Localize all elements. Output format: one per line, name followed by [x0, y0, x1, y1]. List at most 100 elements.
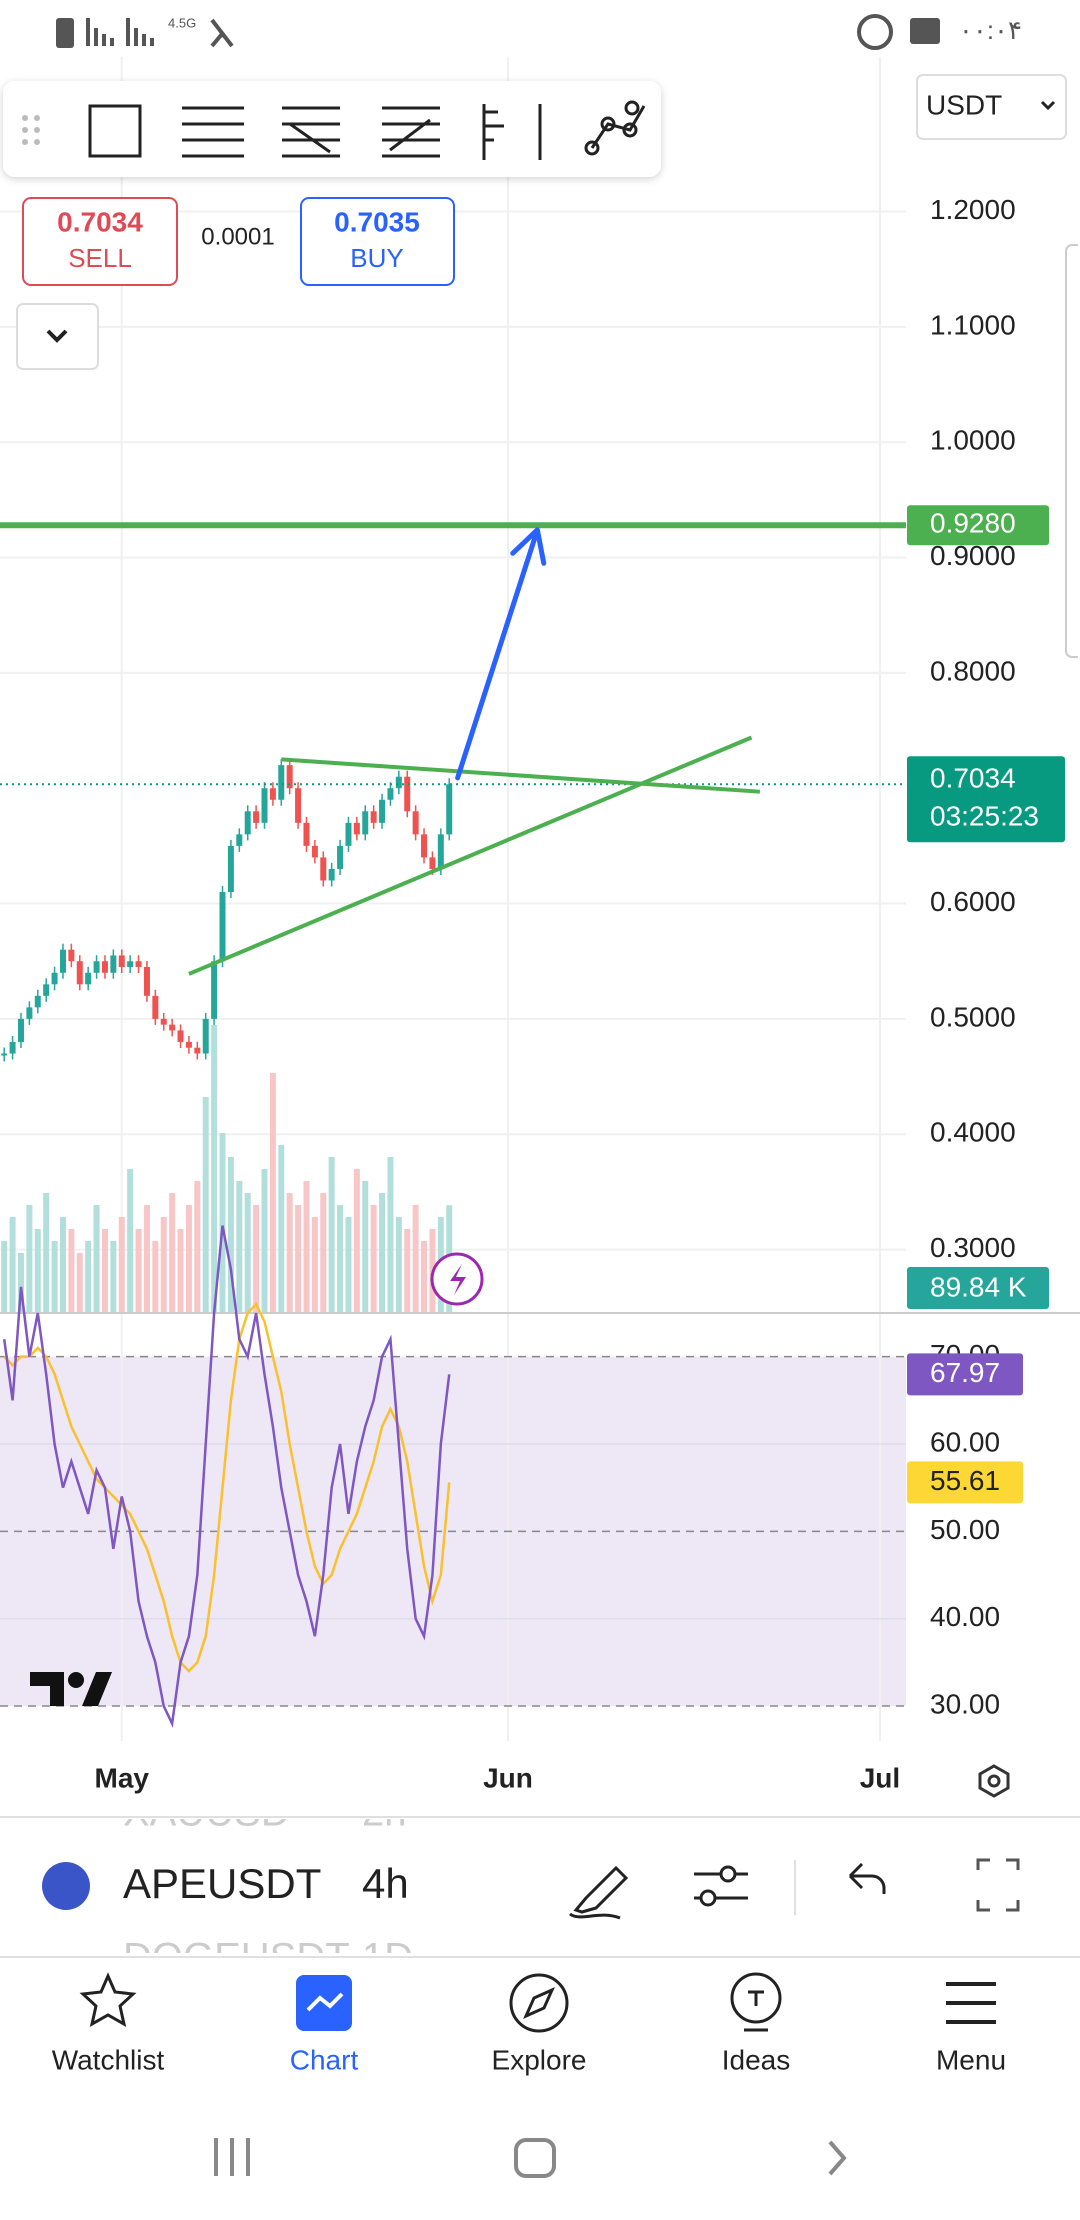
candle	[379, 799, 386, 823]
lines-tool[interactable]	[182, 106, 244, 158]
volume-bar	[9, 1217, 16, 1313]
symbol-name[interactable]: APEUSDT	[123, 1860, 321, 1907]
candle	[395, 776, 402, 789]
price-tick-label: 0.3000	[930, 1232, 1016, 1263]
candle	[345, 822, 352, 846]
volume-bar	[17, 1253, 24, 1313]
volume-bar	[379, 1193, 386, 1313]
rect-tool[interactable]	[88, 104, 142, 158]
chart-layer: 1.20001.10001.00000.90000.80000.60000.50…	[0, 57, 1080, 1793]
last-price-bg	[907, 756, 1065, 843]
recents[interactable]	[214, 2138, 250, 2176]
price-tick-label: 0.6000	[930, 886, 1016, 917]
buy-price: 0.7035	[334, 206, 420, 237]
price-tick-label: 0.4000	[930, 1117, 1016, 1148]
nav-label[interactable]: Ideas	[722, 2044, 791, 2075]
candle	[219, 892, 226, 962]
sell-button[interactable]	[22, 197, 178, 286]
back[interactable]	[828, 2140, 847, 2176]
side-handle	[1065, 244, 1078, 658]
volume-bar	[236, 1181, 243, 1313]
candle	[68, 949, 75, 962]
drag-handle	[22, 115, 40, 145]
volume-bar	[345, 1217, 352, 1313]
lightning	[450, 1264, 466, 1295]
draw-icon[interactable]	[569, 1865, 629, 1920]
trendline	[281, 757, 761, 794]
candle	[202, 1018, 209, 1054]
candle	[143, 966, 150, 996]
candle	[1, 1053, 8, 1056]
collapse-button[interactable]	[16, 303, 99, 370]
rsi-ma-label-bg	[907, 1461, 1023, 1504]
watchlist-icon[interactable]	[79, 1972, 137, 2027]
fullscreen-icon[interactable]	[976, 1858, 1020, 1912]
price-tick-label: 0.8000	[930, 655, 1016, 686]
rsi-ma-label: 55.61	[930, 1465, 1000, 1496]
volume-bar	[362, 1181, 369, 1313]
interval-above: 2h	[362, 1791, 407, 1835]
volume-bar	[177, 1229, 184, 1313]
pattern-tool[interactable]	[590, 105, 646, 149]
candle	[101, 961, 108, 973]
explore-icon[interactable]	[509, 1973, 569, 2033]
volume-bar	[269, 1073, 276, 1313]
nav-label[interactable]: Chart	[290, 2044, 359, 2075]
candle	[278, 765, 285, 800]
candle	[253, 811, 260, 823]
buy-button[interactable]	[300, 197, 455, 286]
arrow	[455, 527, 547, 781]
volume-bar	[135, 1229, 142, 1313]
volume-bar	[227, 1157, 234, 1313]
volume-bar	[85, 1241, 92, 1313]
volume-bar	[43, 1193, 50, 1313]
fib-ext-tool[interactable]	[382, 106, 440, 158]
candle	[311, 845, 318, 858]
interval-below: 1D	[362, 1936, 413, 1980]
interval[interactable]: 4h	[362, 1860, 409, 1907]
candle	[236, 834, 243, 846]
volume-bar	[353, 1169, 360, 1313]
candle	[169, 1024, 176, 1031]
candle	[135, 961, 142, 967]
candle	[269, 788, 276, 800]
candle	[227, 845, 234, 893]
candle	[59, 949, 66, 973]
candle	[353, 822, 360, 835]
nav-label[interactable]: Watchlist	[52, 2044, 165, 2075]
currency-dropdown[interactable]	[916, 74, 1067, 140]
settings-icon[interactable]	[978, 1764, 1010, 1798]
volume-bar	[101, 1229, 108, 1313]
candle	[194, 1047, 201, 1054]
home[interactable]	[514, 2138, 556, 2178]
volume-bar	[143, 1205, 150, 1313]
candle	[160, 1018, 167, 1025]
candle	[93, 961, 100, 973]
mute	[210, 18, 234, 48]
system-nav	[214, 2138, 847, 2178]
toolbar-bg	[3, 81, 661, 177]
level-label-bg	[907, 505, 1049, 546]
undo-icon[interactable]	[848, 1862, 886, 1894]
forecast-tool[interactable]	[482, 104, 542, 160]
candle	[152, 995, 159, 1019]
currency: USDT	[926, 89, 1002, 120]
fib-tool[interactable]	[282, 106, 340, 158]
candle	[429, 857, 436, 869]
level-label: 0.9280	[930, 508, 1016, 539]
drawing-toolbar	[3, 81, 661, 177]
nav-label[interactable]: Menu	[936, 2044, 1006, 2075]
nav-label[interactable]: Explore	[492, 2044, 587, 2075]
sell-price: 0.7034	[57, 206, 143, 237]
gallery-icon	[910, 18, 940, 44]
volume-bar	[278, 1145, 285, 1313]
price-tick-label: 1.0000	[930, 425, 1016, 456]
price-tick-label: 1.2000	[930, 194, 1016, 225]
rsi-tick-label: 40.00	[930, 1601, 1000, 1632]
menu-icon[interactable]	[946, 1982, 996, 2024]
candle	[76, 961, 83, 985]
sell-label: SELL	[68, 243, 132, 273]
app-icon	[857, 14, 893, 50]
ideas-icon[interactable]	[730, 1972, 782, 2024]
